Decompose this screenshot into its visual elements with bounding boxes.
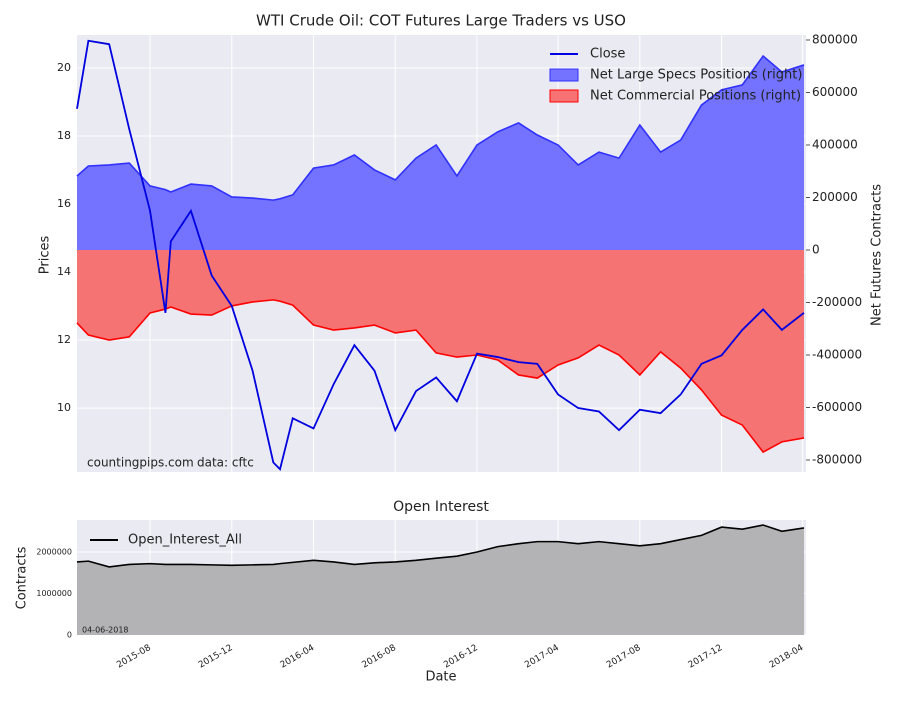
legend-swatch [549,89,579,103]
annotation: 04-06-2018 [82,626,129,635]
annotation: countingpips.com [87,456,194,470]
x-tick-label: 2016-04 [279,643,317,671]
x-tick-label: 2017-08 [605,643,643,671]
y-axis-label: Prices [38,236,53,275]
x-tick-label: 2015-08 [115,643,153,671]
x-axis-label: Date [425,670,456,685]
legend-label: Close [590,47,625,62]
x-tick-label: 2017-04 [523,643,561,671]
y-tick-label: 16 [57,197,71,210]
y2-tick-label: -600000 [812,400,862,414]
area [77,249,804,453]
chart-title: WTI Crude Oil: COT Futures Large Traders… [256,12,626,30]
x-tick-label: 2015-12 [197,643,235,670]
y2-tick-label: 600000 [812,85,858,99]
area [77,56,804,250]
y-tick-label: 2000000 [36,547,72,556]
y-tick-label: 10 [57,401,71,414]
y2-tick-label: -800000 [812,453,862,467]
y-tick-label: 1000000 [36,589,72,598]
y2-tick-label: 200000 [812,190,858,204]
y-tick-label: 18 [57,129,71,142]
area-edge [76,299,805,454]
y2-tick-label: 400000 [812,137,858,151]
y2-axis-label: Net Futures Contracts [870,184,885,326]
y-axis-label: Contracts [15,546,30,609]
line [76,39,805,472]
x-tick-label: 2016-12 [442,643,480,670]
area [77,525,804,635]
annotation: data: cftc [197,456,254,470]
y2-tick-label: 0 [812,242,820,256]
legend-label: Net Large Specs Positions (right) [590,68,802,83]
y-tick-label: 14 [57,265,71,278]
y2-tick-label: -400000 [812,347,862,361]
y2-tick-label: 800000 [812,32,858,46]
x-tick-label: 2018-04 [768,643,806,671]
area-edge [76,54,805,201]
line [76,524,805,568]
legend-swatch [549,68,579,82]
chart-title: Open Interest [393,499,489,515]
y-tick-label: 12 [57,333,71,346]
y-tick-label: 0 [67,631,72,640]
y2-tick-label: -200000 [812,295,862,309]
x-tick-label: 2017-12 [687,643,725,670]
legend-label: Net Commercial Positions (right) [590,89,801,104]
y-tick-label: 20 [57,61,71,74]
x-tick-label: 2016-08 [360,643,398,671]
legend-label: Open_Interest_All [128,533,242,548]
